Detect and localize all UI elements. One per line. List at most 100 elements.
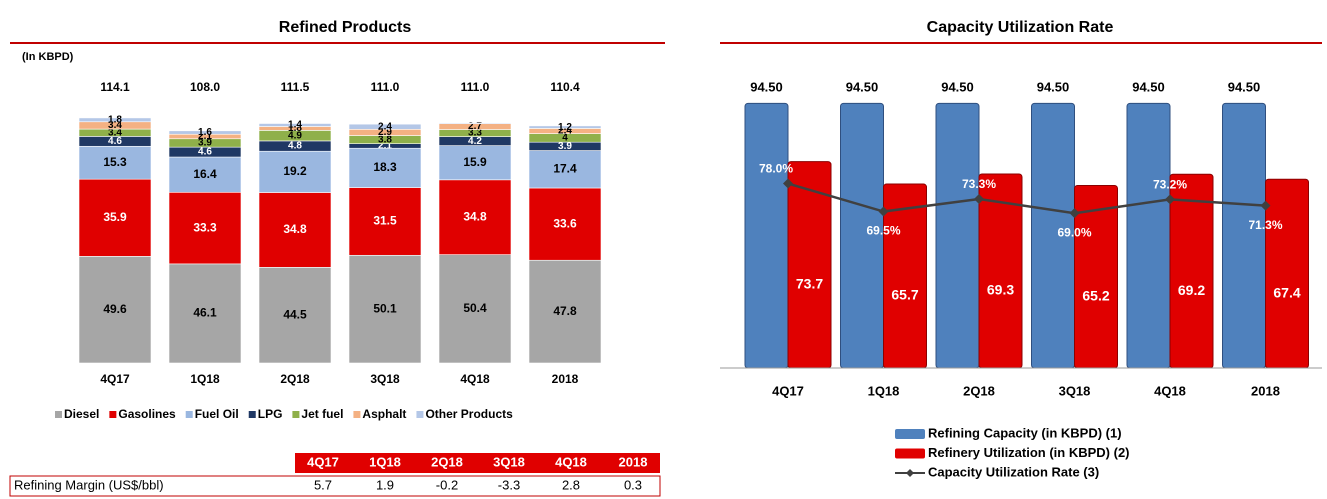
table-cell: 5.7 bbox=[314, 477, 332, 492]
x-tick-label: 4Q18 bbox=[460, 372, 490, 386]
x-tick-label: 4Q17 bbox=[772, 383, 804, 398]
bar-segment bbox=[348, 254, 422, 364]
legend-swatch bbox=[416, 411, 424, 418]
bar-segment bbox=[438, 145, 512, 181]
total-label: 108.0 bbox=[190, 80, 220, 94]
bar-segment bbox=[258, 123, 332, 127]
bar-segment bbox=[168, 130, 242, 135]
bar bbox=[744, 102, 789, 369]
data-label: 47.8 bbox=[553, 304, 577, 318]
bar-segment bbox=[438, 122, 512, 125]
total-label: 114.1 bbox=[100, 80, 130, 94]
data-label: 1.4 bbox=[288, 120, 302, 131]
data-label: 34.8 bbox=[283, 222, 307, 236]
bar-segment bbox=[168, 191, 242, 265]
data-label: 35.9 bbox=[103, 210, 127, 224]
bar-segment bbox=[528, 150, 602, 189]
legend-label: Capacity Utilization Rate (3) bbox=[928, 464, 1099, 479]
data-label: 33.3 bbox=[193, 220, 217, 234]
data-label: 3.8 bbox=[378, 134, 392, 145]
data-label: 65.2 bbox=[1082, 287, 1109, 303]
table-row bbox=[9, 475, 661, 497]
data-label: 69.5% bbox=[866, 224, 900, 238]
legend-swatch bbox=[248, 411, 256, 418]
bar-segment bbox=[258, 150, 332, 193]
data-label: 3.4 bbox=[108, 120, 122, 131]
total-label: 111.0 bbox=[461, 80, 490, 94]
bar bbox=[1169, 173, 1214, 369]
bar bbox=[1265, 178, 1309, 369]
data-label: 17.4 bbox=[553, 161, 577, 175]
data-label: 67.4 bbox=[1273, 284, 1300, 300]
data-label: 1.8 bbox=[288, 123, 302, 134]
data-label: 71.3% bbox=[1248, 218, 1282, 232]
legend-label: Jet fuel bbox=[301, 407, 343, 421]
x-tick-label: 2018 bbox=[1251, 383, 1280, 398]
line-marker bbox=[1069, 208, 1080, 219]
data-label: 94.50 bbox=[1228, 79, 1261, 94]
data-label: 2.4 bbox=[378, 121, 392, 132]
legend-label: Fuel Oil bbox=[195, 407, 239, 421]
bar-segment bbox=[258, 192, 332, 268]
data-label: 2.7 bbox=[468, 121, 482, 132]
chart-subtitle: (In KBPD) bbox=[22, 51, 74, 63]
line-marker bbox=[878, 206, 889, 217]
bar-segment bbox=[348, 147, 422, 188]
data-label: 94.50 bbox=[846, 79, 879, 94]
bar bbox=[1222, 102, 1266, 369]
table-header: 3Q18 bbox=[493, 454, 525, 469]
x-tick-label: 4Q17 bbox=[100, 372, 130, 386]
legend-label: Asphalt bbox=[362, 407, 406, 421]
data-label: 31.5 bbox=[373, 214, 397, 228]
line-marker bbox=[1165, 194, 1175, 205]
table-header: 2018 bbox=[619, 454, 648, 469]
legend-swatch bbox=[109, 411, 117, 418]
line-marker bbox=[974, 194, 984, 205]
bar bbox=[1126, 102, 1171, 369]
data-label: 44.5 bbox=[283, 307, 307, 321]
data-label: 3.9 bbox=[198, 138, 212, 149]
data-label: 2.1 bbox=[198, 131, 212, 142]
data-label: 69.3 bbox=[987, 282, 1014, 298]
bar bbox=[935, 102, 980, 369]
table-cell: 0.3 bbox=[624, 477, 642, 492]
data-label: 94.50 bbox=[1132, 79, 1165, 94]
data-label: 73.7 bbox=[796, 276, 823, 292]
table-header: 2Q18 bbox=[431, 454, 463, 469]
chart-title: Refined Products bbox=[279, 19, 412, 36]
data-label: 3.3 bbox=[468, 128, 482, 139]
data-label: 94.50 bbox=[750, 79, 783, 94]
data-label: 2.9 bbox=[378, 127, 392, 138]
bar-segment bbox=[348, 187, 422, 256]
data-label: 1.6 bbox=[198, 127, 212, 138]
data-label: 15.9 bbox=[463, 155, 487, 169]
data-label: 34.8 bbox=[463, 209, 487, 223]
bar-segment bbox=[78, 145, 152, 180]
legend-label: Gasolines bbox=[118, 407, 176, 421]
data-label: 78.0% bbox=[759, 162, 793, 176]
data-label: 15.3 bbox=[103, 155, 127, 169]
data-label: 4.6 bbox=[108, 136, 122, 147]
legend-label: LPG bbox=[258, 407, 283, 421]
total-label: 111.5 bbox=[281, 80, 310, 94]
table-header-bg bbox=[295, 453, 660, 473]
x-tick-label: 2Q18 bbox=[280, 372, 310, 386]
legend-label: Other Products bbox=[425, 407, 513, 421]
x-tick-label: 3Q18 bbox=[1059, 383, 1091, 398]
table-cell: -0.2 bbox=[436, 477, 458, 492]
legend-label: Refining Capacity (in KBPD) (1) bbox=[928, 425, 1122, 440]
x-tick-label: 4Q18 bbox=[1154, 383, 1186, 398]
bar-segment bbox=[258, 267, 332, 364]
data-label: 4 bbox=[562, 133, 568, 144]
data-label: 94.50 bbox=[1037, 79, 1070, 94]
table-cell: -3.3 bbox=[498, 477, 520, 492]
data-label: 16.4 bbox=[193, 167, 217, 181]
legend-swatch bbox=[895, 429, 925, 439]
bar-segment bbox=[528, 259, 602, 364]
x-tick-label: 3Q18 bbox=[370, 372, 400, 386]
x-tick-label: 1Q18 bbox=[190, 372, 220, 386]
table-header: 1Q18 bbox=[369, 454, 401, 469]
data-label: 69.2 bbox=[1178, 282, 1205, 298]
data-label: 46.1 bbox=[193, 306, 217, 320]
